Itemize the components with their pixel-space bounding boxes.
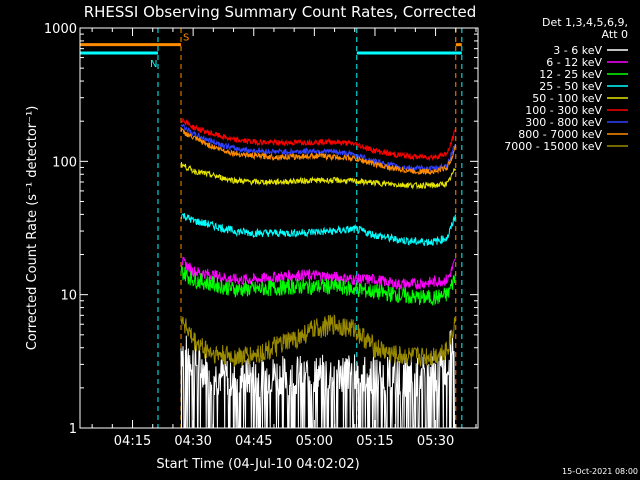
legend-label: 7000 - 15000 keV xyxy=(504,140,602,153)
legend-label: 300 - 800 keV xyxy=(525,116,602,129)
flag-label-n: N xyxy=(150,59,157,70)
footer-timestamp: 15-Oct-2021 08:00 xyxy=(562,467,638,476)
legend-label: 100 - 300 keV xyxy=(525,104,602,117)
plot-area: SN xyxy=(80,28,463,429)
flag-label-s: S xyxy=(183,33,189,44)
legend-label: 12 - 25 keV xyxy=(539,68,602,81)
x-tick-label: 05:15 xyxy=(356,434,393,449)
series-50-100-kevline xyxy=(180,161,456,190)
legend-label: 6 - 12 keV xyxy=(546,56,602,69)
legend-header: Det 1,3,4,5,6,9, xyxy=(542,16,628,29)
series-25-50-kevline xyxy=(180,213,456,247)
y-axis-label: Corrected Count Rate (s⁻¹ detector⁻¹) xyxy=(25,106,40,351)
x-tick-label: 05:00 xyxy=(296,434,333,449)
x-tick-label: 04:45 xyxy=(235,434,272,449)
legend-label: 25 - 50 keV xyxy=(539,80,602,93)
legend-header: Att 0 xyxy=(602,28,628,41)
legend-label: 3 - 6 keV xyxy=(553,44,602,57)
series-100-300-kevline xyxy=(180,117,456,162)
series-7000-15000-kevline xyxy=(180,313,456,367)
legend-label: 50 - 100 keV xyxy=(532,92,602,105)
y-tick-label: 1000 xyxy=(44,22,77,37)
y-tick-label: 1 xyxy=(69,422,77,437)
x-axis-label: Start Time (04-Jul-10 04:02:02) xyxy=(156,457,359,472)
series-6-12-kevline xyxy=(180,256,456,292)
series-300-800-kevline xyxy=(180,123,456,174)
y-tick-label: 10 xyxy=(60,289,77,304)
x-tick-label: 04:30 xyxy=(174,434,211,449)
chart-title: RHESSI Observing Summary Count Rates, Co… xyxy=(84,3,477,21)
x-tick-label: 05:30 xyxy=(417,434,454,449)
x-tick-label: 04:15 xyxy=(114,434,151,449)
series-800-7000-kevline xyxy=(180,127,456,176)
legend-label: 800 - 7000 keV xyxy=(518,128,602,141)
series-12-25-kevline xyxy=(180,265,456,306)
axes: 1 10 100 1000 04:15 04:30 04:45 05:00 05:15 05:30 xyxy=(44,22,479,449)
y-tick-label: 100 xyxy=(52,155,77,170)
plot-frame xyxy=(79,27,479,429)
series-3-6-kevline xyxy=(180,330,456,429)
